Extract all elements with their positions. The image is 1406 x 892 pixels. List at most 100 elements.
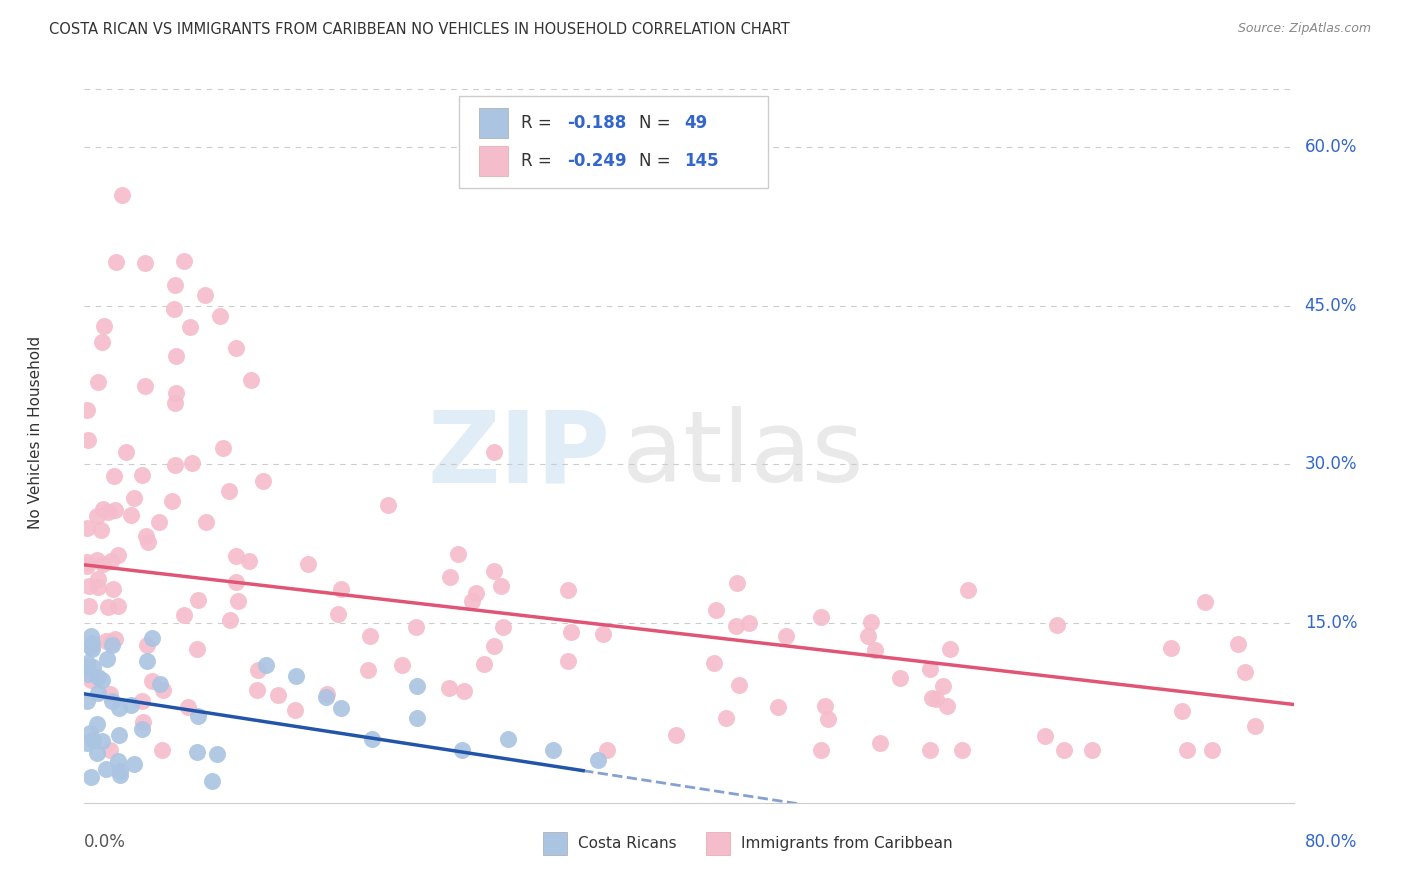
Point: [186, 745, 208, 759]
Point: [357, 663, 380, 677]
Point: [86, 746, 108, 760]
Point: [728, 678, 751, 692]
Point: [77, 579, 100, 593]
Point: [810, 610, 832, 624]
Point: [96, 634, 118, 648]
Point: [163, 458, 186, 472]
Text: 45.0%: 45.0%: [1305, 297, 1357, 315]
Point: [1201, 743, 1223, 757]
Text: -0.249: -0.249: [567, 152, 627, 169]
Point: [225, 574, 247, 589]
Text: No Vehicles in Household: No Vehicles in Household: [28, 336, 44, 529]
Text: -0.188: -0.188: [567, 114, 626, 132]
Point: [111, 187, 134, 202]
Point: [201, 773, 224, 788]
Point: [592, 627, 614, 641]
Point: [218, 483, 240, 498]
Text: 15.0%: 15.0%: [1305, 614, 1357, 632]
Text: atlas: atlas: [623, 407, 865, 503]
Point: [82, 733, 104, 747]
Point: [918, 743, 941, 757]
Point: [484, 445, 506, 459]
Point: [77, 666, 100, 681]
Point: [195, 515, 218, 529]
Point: [82, 660, 104, 674]
Point: [482, 564, 505, 578]
Point: [86, 553, 108, 567]
Text: 60.0%: 60.0%: [1305, 138, 1357, 156]
Point: [935, 699, 957, 714]
Point: [141, 631, 163, 645]
Point: [315, 690, 337, 704]
Point: [135, 528, 157, 542]
Point: [239, 373, 262, 387]
Point: [107, 754, 129, 768]
Point: [91, 502, 114, 516]
Point: [108, 764, 131, 778]
Point: [1175, 743, 1198, 757]
Point: [136, 535, 159, 549]
Point: [453, 683, 475, 698]
Point: [439, 570, 461, 584]
Point: [149, 676, 172, 690]
Point: [90, 734, 112, 748]
Point: [439, 681, 461, 695]
Point: [925, 691, 948, 706]
Point: [100, 694, 122, 708]
Point: [91, 673, 114, 688]
Point: [724, 618, 747, 632]
Point: [285, 669, 308, 683]
Point: [775, 629, 797, 643]
Text: 80.0%: 80.0%: [1305, 833, 1357, 851]
Point: [104, 503, 127, 517]
Point: [1160, 640, 1182, 655]
Point: [173, 254, 195, 268]
Point: [97, 505, 120, 519]
Text: N =: N =: [640, 114, 676, 132]
Point: [492, 619, 515, 633]
Point: [330, 700, 353, 714]
Point: [87, 375, 110, 389]
Point: [557, 582, 579, 597]
Point: [588, 754, 610, 768]
Point: [148, 516, 170, 530]
Point: [863, 643, 886, 657]
Point: [211, 441, 233, 455]
Point: [869, 736, 891, 750]
Point: [557, 654, 579, 668]
Point: [1170, 704, 1192, 718]
Point: [596, 743, 619, 757]
Point: [1234, 665, 1257, 680]
Point: [76, 434, 98, 448]
Point: [76, 660, 98, 674]
Point: [87, 580, 110, 594]
Point: [108, 701, 131, 715]
Point: [889, 671, 911, 685]
Point: [86, 509, 108, 524]
Point: [465, 585, 488, 599]
Point: [267, 688, 290, 702]
Point: [162, 301, 184, 316]
Text: N =: N =: [640, 152, 676, 169]
Point: [165, 349, 187, 363]
Point: [101, 582, 124, 597]
Point: [1081, 743, 1104, 757]
Text: Source: ZipAtlas.com: Source: ZipAtlas.com: [1237, 22, 1371, 36]
Point: [1226, 637, 1249, 651]
Point: [1244, 719, 1267, 733]
Point: [77, 599, 100, 613]
Point: [1046, 617, 1069, 632]
FancyBboxPatch shape: [706, 831, 730, 855]
Point: [131, 715, 153, 730]
Point: [100, 554, 122, 568]
Point: [131, 722, 153, 736]
Point: [108, 768, 131, 782]
Point: [120, 698, 142, 712]
Point: [391, 657, 413, 672]
FancyBboxPatch shape: [460, 95, 768, 188]
Point: [254, 658, 277, 673]
Point: [225, 341, 247, 355]
Point: [76, 559, 98, 574]
Point: [225, 549, 247, 563]
Point: [665, 728, 688, 742]
